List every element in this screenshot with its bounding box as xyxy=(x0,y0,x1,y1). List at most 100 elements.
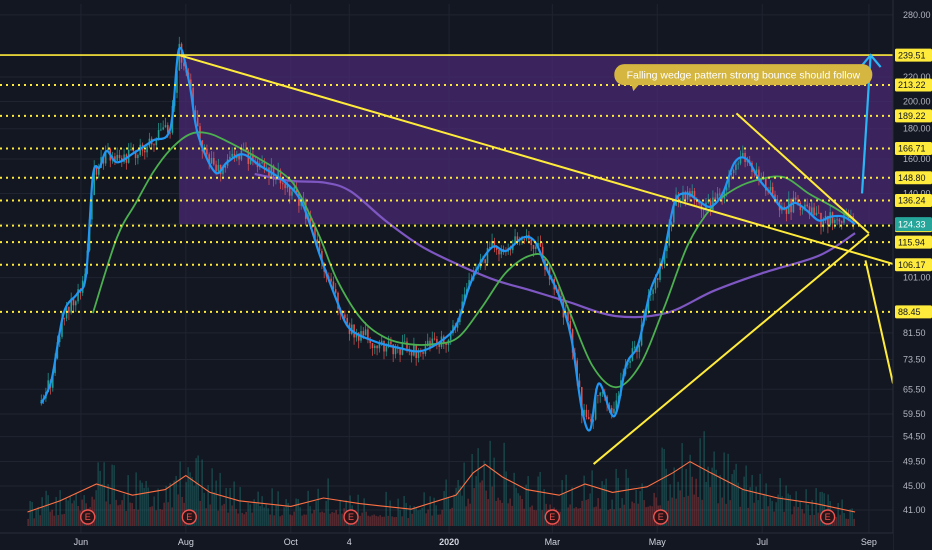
volume-bar xyxy=(369,516,371,526)
candle-body xyxy=(654,278,657,290)
candle-body xyxy=(316,239,319,244)
wedge-line[interactable] xyxy=(592,233,870,465)
candle-body xyxy=(764,178,767,191)
earnings-marker[interactable] xyxy=(544,509,561,525)
candle-body xyxy=(217,165,220,172)
candle-body xyxy=(716,193,719,199)
volume-bar xyxy=(51,509,53,526)
x-tick-label: 2020 xyxy=(439,537,459,547)
volume-bar xyxy=(431,515,433,526)
x-tick-label: Oct xyxy=(284,537,299,547)
candle-body xyxy=(199,126,201,141)
volume-bar xyxy=(415,508,417,526)
candle-body xyxy=(771,187,774,195)
candle-body xyxy=(208,154,210,164)
volume-bar xyxy=(213,492,215,526)
earnings-marker[interactable] xyxy=(343,509,359,525)
candle-body xyxy=(656,278,659,280)
volume-bar xyxy=(401,516,403,526)
candle-body xyxy=(74,301,77,306)
volume-bar xyxy=(669,484,671,526)
candle-body xyxy=(288,185,291,196)
volume-bar xyxy=(253,499,255,526)
volume-bar xyxy=(597,498,599,526)
candle-body xyxy=(514,236,516,245)
volume-bar xyxy=(185,482,187,526)
candle-body xyxy=(387,341,390,347)
wedge-line[interactable] xyxy=(735,112,870,234)
volume-bar xyxy=(507,503,509,526)
candle-body xyxy=(436,339,438,345)
volume-bar xyxy=(469,503,471,526)
volume-bar xyxy=(421,507,423,526)
earnings-marker[interactable] xyxy=(653,509,669,525)
volume-bar xyxy=(787,493,789,526)
price-axis-background xyxy=(893,0,932,550)
volume-bar xyxy=(819,492,821,526)
wedge-line[interactable] xyxy=(178,54,894,265)
volume-bar xyxy=(303,514,305,526)
volume-bar xyxy=(811,499,813,526)
volume-bar xyxy=(273,515,275,526)
level-price-text: 148.80 xyxy=(898,173,926,183)
volume-bar xyxy=(39,515,41,526)
volume-bar xyxy=(155,510,157,526)
candle-body xyxy=(378,343,381,349)
volume-bar xyxy=(257,491,259,526)
earnings-marker[interactable] xyxy=(819,509,836,525)
candle-body xyxy=(677,194,680,203)
volume-bar xyxy=(789,494,791,526)
volume-bar xyxy=(221,505,223,526)
candle-body xyxy=(723,190,726,199)
candle-body xyxy=(732,169,735,174)
candle-body xyxy=(222,167,224,175)
volume-bar xyxy=(43,507,45,526)
candle-body xyxy=(670,222,673,225)
volume-bar xyxy=(593,507,595,526)
candle-body xyxy=(590,419,592,422)
volume-bar xyxy=(709,487,711,526)
volume-bar xyxy=(45,490,47,526)
candle-body xyxy=(629,360,631,363)
volume-bar xyxy=(101,483,103,526)
volume-bar xyxy=(797,507,799,526)
level-price-text: 136.24 xyxy=(898,196,926,206)
candle-body xyxy=(534,246,537,249)
volume-bar xyxy=(627,477,629,526)
candle-body xyxy=(215,164,217,172)
candle-body xyxy=(385,346,388,352)
volume-bar xyxy=(463,462,465,526)
volume-bar xyxy=(187,467,189,526)
volume-bar xyxy=(589,493,591,526)
volume-bar xyxy=(57,515,59,526)
volume-bar xyxy=(217,510,219,526)
volume-bar xyxy=(115,499,117,526)
earnings-marker[interactable] xyxy=(80,509,96,525)
volume-bar xyxy=(585,499,587,526)
candle-body xyxy=(231,153,233,157)
candle-body xyxy=(709,200,712,211)
time-axis[interactable]: Jun Aug Oct 4 2020 Mar May Jul Sep xyxy=(0,532,893,550)
volume-bar xyxy=(699,438,701,526)
candle-body xyxy=(212,157,215,165)
candle-body xyxy=(433,338,436,340)
volume-bar xyxy=(357,494,359,526)
earnings-marker[interactable] xyxy=(181,509,197,525)
volume-bar xyxy=(745,465,747,526)
candle-body xyxy=(592,419,595,422)
candle-body xyxy=(449,333,452,340)
volume-bar xyxy=(135,472,137,526)
price-axis[interactable]: 280.00 220.00 200.00 180.00 160.00 140.00 101.… xyxy=(892,0,932,550)
candle-body xyxy=(95,167,98,175)
candle-body xyxy=(134,150,137,159)
volume-bar xyxy=(227,512,229,526)
candle-body xyxy=(146,146,148,153)
wedge-line[interactable] xyxy=(864,260,894,384)
volume-bar xyxy=(633,503,635,526)
volume-bar xyxy=(535,510,537,526)
callout-bubble[interactable] xyxy=(614,64,873,86)
candle-body xyxy=(321,250,323,264)
volume-bar xyxy=(619,508,621,526)
candle-body xyxy=(369,338,371,344)
